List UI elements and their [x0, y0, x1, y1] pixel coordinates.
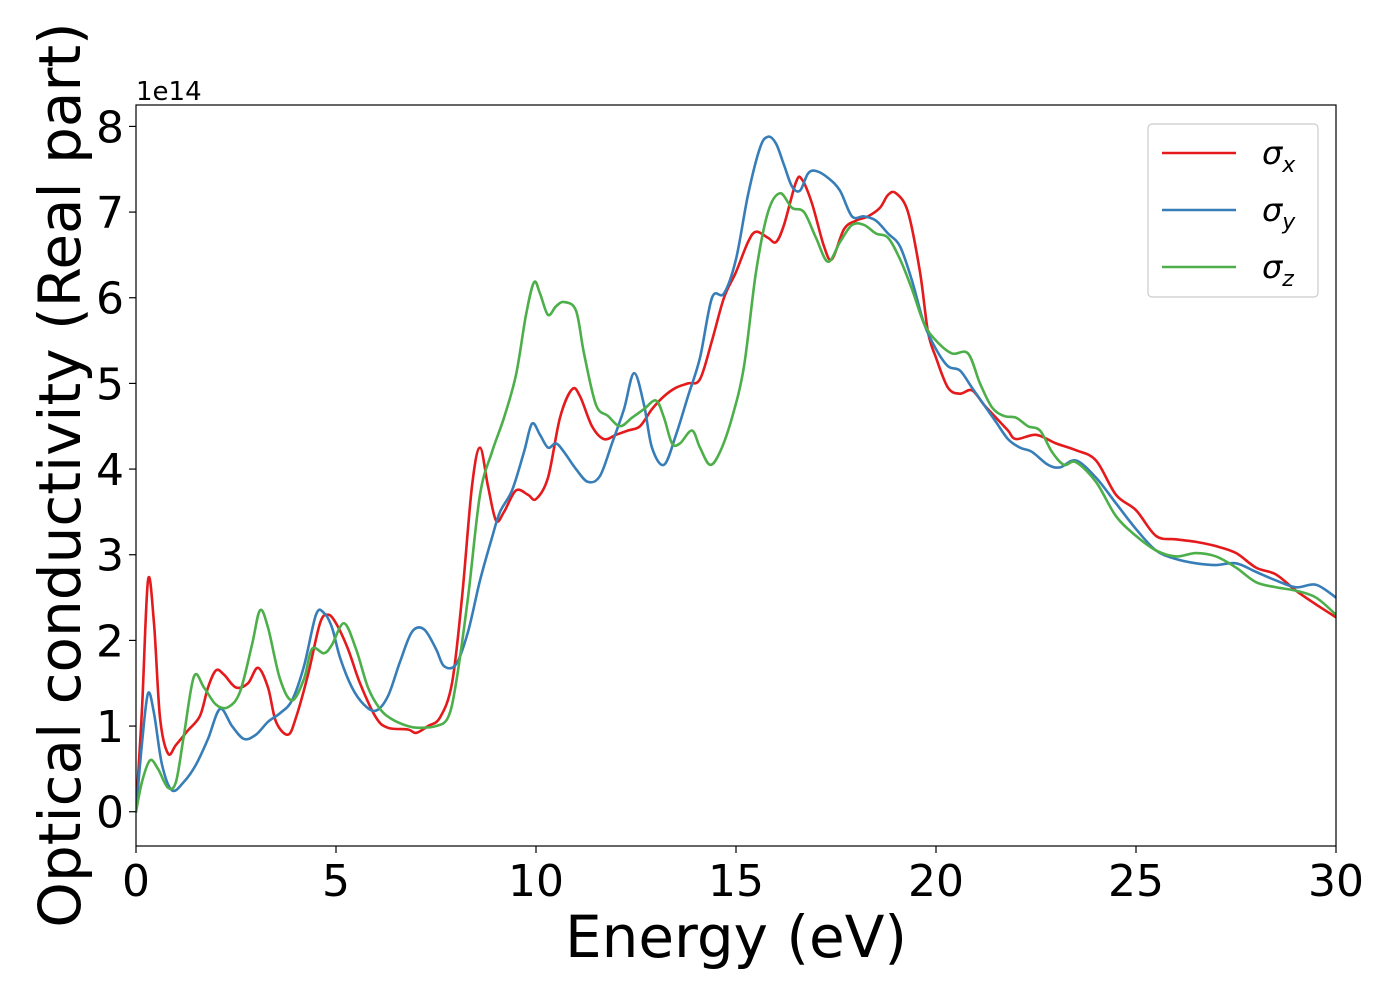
x-axis-ticks: 0 5 10 15 20 25 30	[122, 846, 1364, 907]
y-axis-ticks: 0 1 2 3 4 5 6 7 8	[96, 102, 136, 839]
series-line-y	[136, 135, 1336, 814]
series-line-x	[136, 175, 1336, 814]
legend-symbol: σ	[1262, 248, 1284, 286]
series-layer	[136, 135, 1336, 814]
legend-symbol: σ	[1262, 134, 1284, 172]
legend-entry-x: σx	[1262, 134, 1296, 178]
y-tick-label: 2	[96, 616, 124, 667]
legend-entry-z: σz	[1262, 248, 1294, 292]
y-axis-label: Optical conductivity (Real part)	[26, 22, 94, 927]
x-tick-label: 0	[122, 856, 150, 907]
x-tick-label: 20	[908, 856, 964, 907]
y-tick-label: 3	[96, 531, 124, 582]
legend-subscript: y	[1281, 210, 1296, 235]
y-offset-label: 1e14	[136, 77, 202, 107]
legend-symbol: σ	[1262, 191, 1284, 229]
y-tick-label: 0	[96, 788, 124, 839]
y-tick-label: 4	[96, 445, 124, 496]
x-tick-label: 15	[708, 856, 764, 907]
legend-subscript: x	[1281, 153, 1296, 178]
y-tick-label: 7	[96, 188, 124, 239]
x-tick-label: 10	[508, 856, 564, 907]
x-tick-label: 5	[322, 856, 350, 907]
plot-area	[136, 105, 1336, 846]
y-tick-label: 1	[96, 702, 124, 753]
x-axis-label: Energy (eV)	[565, 903, 907, 971]
x-tick-label: 25	[1108, 856, 1164, 907]
series-line-z	[136, 191, 1336, 814]
y-tick-label: 6	[96, 274, 124, 325]
y-tick-label: 5	[96, 359, 124, 410]
x-tick-label: 30	[1308, 856, 1364, 907]
y-tick-label: 8	[96, 102, 124, 153]
legend-entry-y: σy	[1262, 191, 1296, 235]
legend-subscript: z	[1281, 267, 1294, 292]
